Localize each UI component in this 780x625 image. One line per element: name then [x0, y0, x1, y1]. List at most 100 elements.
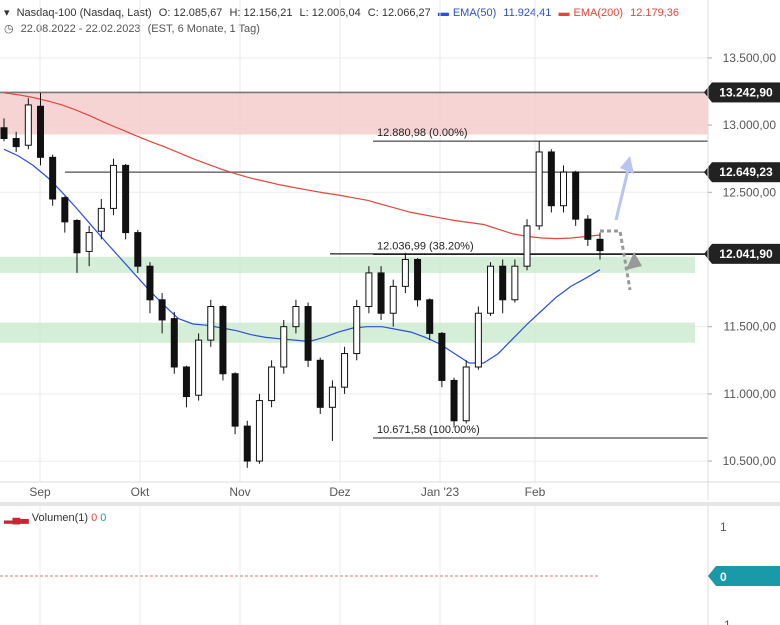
- candle-body-44: [535, 151, 543, 227]
- candle-13: [158, 293, 166, 334]
- y-tick-label-1: 13.000,00: [723, 118, 777, 132]
- y-tick-label-0: 13.500,00: [723, 51, 777, 65]
- candle-body-15: [182, 366, 190, 398]
- candle-37: [450, 377, 458, 428]
- candle-body-27: [328, 386, 336, 408]
- candle-body-11: [134, 232, 142, 267]
- candle-43: [523, 219, 531, 271]
- price-tag-2: 12.041,90: [719, 247, 773, 261]
- candle-27: [328, 380, 336, 441]
- candle-body-19: [231, 373, 239, 427]
- projection-arrows: [600, 156, 642, 291]
- up-arrow-shaft: [614, 169, 630, 221]
- candle-body-0: [0, 127, 8, 140]
- price-tag-bg-1: [712, 162, 780, 183]
- candle-19: [231, 372, 239, 435]
- fib-label-2: 10.671,58 (100.00%): [377, 424, 480, 436]
- candle-28: [341, 346, 349, 394]
- price-tag-0: 13.242,90: [719, 85, 773, 99]
- volume-value-1: 0: [91, 512, 98, 524]
- candle-body-39: [474, 312, 482, 368]
- x-tick-label-5: Feb: [525, 485, 546, 499]
- candle-body-35: [426, 299, 434, 334]
- candle-body-23: [280, 326, 288, 368]
- candle-body-41: [499, 265, 507, 301]
- close-value: C: 12.066,27: [367, 7, 431, 19]
- candle-26: [316, 357, 324, 415]
- candle-body-5: [61, 197, 69, 223]
- candle-34: [414, 258, 422, 307]
- candle-40: [487, 262, 495, 316]
- candle-body-16: [195, 339, 203, 396]
- volume-tag-bg: [716, 566, 780, 586]
- candle-body-1: [12, 138, 20, 148]
- y-tick-label-3: 11.500,00: [724, 320, 777, 334]
- x-tick-label-0: Sep: [29, 485, 51, 499]
- x-tick-label-1: Okt: [131, 485, 150, 499]
- zone-resistance: [0, 92, 708, 135]
- candle-42: [511, 259, 519, 303]
- candle-body-20: [243, 425, 251, 462]
- price-tag-1: 12.649,23: [719, 165, 773, 179]
- price-tag-bg-0: [712, 82, 780, 103]
- chart-header: ▾ Nasdaq-100 (Nasdaq, Last) O: 12.085,67…: [4, 6, 683, 19]
- candle-body-12: [146, 265, 154, 301]
- candle-body-30: [365, 272, 373, 308]
- candle-body-24: [292, 306, 300, 328]
- axes: 13.500,00 13.000,00 12.500,00 11.500,00 11.0…: [0, 0, 780, 500]
- ema50-value: 11.924,41: [503, 7, 552, 19]
- ema50-line: [3, 148, 601, 364]
- price-tag-bg-2: [712, 243, 780, 264]
- date-range: 22.08.2022 - 22.02.2023: [20, 23, 141, 35]
- candle-29: [353, 299, 361, 361]
- down-arrow-head: [626, 252, 642, 270]
- candle-16: [195, 333, 203, 401]
- candle-38: [462, 360, 470, 424]
- candle-21: [255, 393, 263, 464]
- candle-11: [134, 229, 142, 273]
- pane-divider: [0, 502, 780, 506]
- candle-45: [547, 149, 555, 213]
- volume-header: ▂▄▃ Volumen(1) 0 0: [4, 511, 106, 524]
- candle-5: [61, 196, 69, 233]
- candle-body-42: [511, 265, 519, 301]
- volume-pane: 1 -1 0: [0, 502, 780, 625]
- candle-body-31: [377, 272, 385, 314]
- candle-body-26: [316, 359, 324, 408]
- candle-8: [97, 198, 105, 240]
- candle-body-13: [158, 299, 166, 321]
- candle-2: [24, 98, 32, 150]
- volume-label: Volumen(1): [31, 512, 89, 524]
- candle-36: [438, 332, 446, 388]
- bar-chart-icon: ▂▄▃: [4, 512, 29, 524]
- candle-body-4: [49, 156, 57, 200]
- candle-24: [292, 299, 300, 334]
- candle-14: [170, 311, 178, 374]
- candle-body-38: [462, 366, 470, 422]
- candle-body-49: [596, 238, 604, 252]
- volume-tag-value: 0: [720, 570, 727, 584]
- candle-body-28: [341, 353, 349, 388]
- volume-value-2: 0: [100, 512, 107, 524]
- candle-body-8: [97, 207, 105, 232]
- symbol-name: Nasdaq-100 (Nasdaq, Last): [16, 7, 152, 19]
- y-tick-label-4: 11.000,00: [724, 387, 777, 401]
- candle-body-47: [572, 171, 580, 220]
- candle-32: [389, 279, 397, 327]
- candle-46: [560, 165, 568, 213]
- open-value: O: 12.085,67: [158, 7, 223, 19]
- candle-48: [584, 215, 592, 247]
- candle-44: [535, 141, 543, 230]
- fib-label-1: 12.036,99 (38.20%): [377, 241, 474, 253]
- chevron-down-icon[interactable]: ▾: [4, 7, 10, 19]
- fib-label-0: 12.880,98 (0.00%): [377, 127, 468, 139]
- ema50-label: EMA(50): [452, 7, 497, 19]
- candle-body-36: [438, 332, 446, 381]
- chart-subheader: ◷ 22.08.2022 - 22.02.2023 (EST, 6 Monate…: [4, 22, 264, 35]
- zone-support-lower: [0, 322, 695, 343]
- high-value: H: 12.156,21: [229, 7, 293, 19]
- candle-body-10: [122, 164, 130, 234]
- candle-body-40: [487, 265, 495, 314]
- x-tick-label-4: Jan '23: [421, 485, 460, 499]
